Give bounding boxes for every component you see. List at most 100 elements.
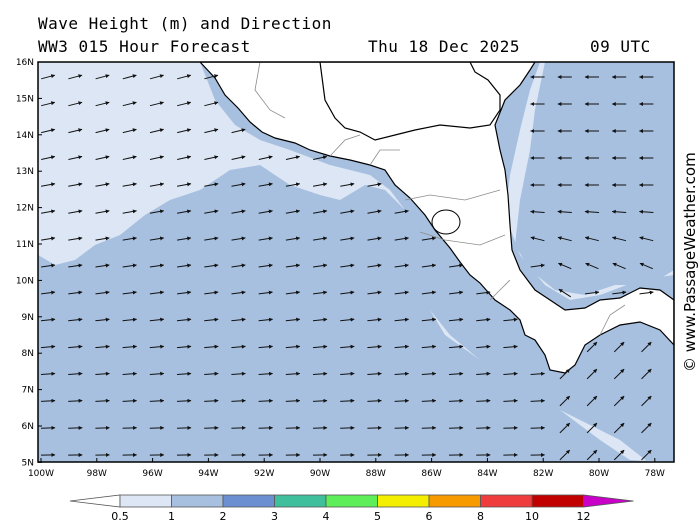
wave-arrow (367, 290, 382, 295)
wave-arrow (421, 317, 437, 322)
wave-arrow (149, 182, 165, 187)
wave-arrow (68, 290, 83, 295)
wave-arrow (176, 398, 192, 403)
wave-arrow (68, 317, 83, 322)
wave-arrow (530, 398, 545, 403)
wave-arrow (394, 371, 409, 376)
wave-arrow (313, 182, 328, 187)
wave-arrow (586, 395, 598, 407)
legend-high-cap (583, 494, 634, 508)
wave-arrow (613, 341, 625, 353)
wave-arrow (177, 74, 192, 80)
map-title: Wave Height (m) and Direction (38, 14, 332, 33)
legend-low-cap (69, 494, 121, 508)
wave-arrow (177, 236, 192, 241)
wave-arrow (231, 317, 246, 322)
wave-arrow (149, 317, 165, 322)
wave-arrow (204, 263, 219, 268)
wave-arrow (313, 263, 328, 268)
wave-arrow (149, 155, 164, 160)
wave-arrow (313, 155, 328, 160)
legend-label: 8 (477, 510, 484, 523)
watermark: © www.PassageWeather.com (681, 152, 699, 372)
wave-arrow (559, 449, 571, 461)
wave-arrow (559, 395, 571, 407)
lon-label: 84W (477, 469, 497, 479)
wave-arrow (394, 290, 409, 295)
wave-arrow (639, 209, 654, 214)
wave-arrow (312, 317, 328, 322)
wave-arrow (95, 290, 110, 295)
wave-arrow (367, 236, 382, 241)
wave-arrow (559, 422, 571, 434)
wave-arrow (558, 288, 571, 298)
wave-arrow (394, 209, 409, 214)
wave-arrow (122, 344, 137, 349)
lon-label: 96W (142, 469, 162, 479)
wave-arrow (612, 262, 626, 270)
wave-arrow (367, 263, 382, 268)
wave-arrow (503, 398, 518, 403)
wave-arrow (68, 371, 83, 376)
wave-arrow (613, 395, 625, 407)
wave-arrow (122, 371, 137, 376)
wave-arrow (612, 290, 627, 295)
wave-arrow (231, 182, 246, 187)
lat-label: 7N (22, 386, 34, 396)
wave-arrow (41, 209, 56, 214)
wave-arrow (176, 344, 192, 349)
wave-arrow (557, 236, 572, 242)
wave-arrow (149, 236, 165, 241)
wave-arrow (258, 371, 273, 376)
wave-arrow (340, 344, 355, 349)
wave-arrow (122, 398, 137, 403)
wave-arrow (285, 236, 301, 241)
wave-arrow (40, 344, 56, 349)
wave-arrow (313, 290, 328, 295)
wave-arrow (285, 263, 301, 268)
wave-arrow (476, 290, 491, 295)
wave-arrow (340, 209, 355, 214)
wave-arrow (558, 262, 572, 270)
legend-swatch (428, 494, 481, 508)
wave-arrow (68, 209, 83, 214)
wave-arrow (204, 236, 219, 241)
wave-arrow (557, 209, 572, 214)
wave-arrow (122, 101, 137, 107)
wave-arrow (503, 317, 518, 322)
wave-arrow (41, 290, 56, 295)
wave-arrow (313, 209, 328, 214)
legend-label: 3 (271, 510, 278, 523)
wave-arrow (639, 290, 654, 295)
wave-arrow (41, 182, 56, 187)
wave-arrow (177, 263, 192, 268)
wave-arrow (176, 371, 192, 376)
wave-arrow (41, 236, 56, 241)
wave-arrow (641, 341, 652, 353)
wave-arrow (204, 128, 219, 134)
wave-arrow (285, 290, 301, 295)
wave-arrow (95, 101, 110, 107)
wave-arrow (95, 155, 110, 160)
wave-arrow (177, 209, 192, 214)
wave-arrow (177, 128, 192, 134)
wave-arrow (40, 317, 56, 322)
wave-arrow (313, 236, 328, 241)
wave-arrow (122, 128, 137, 134)
wave-arrow (122, 317, 137, 322)
legend-swatch (274, 494, 327, 508)
wave-arrow (231, 155, 246, 160)
forecast-label: WW3 015 Hour Forecast (38, 37, 251, 56)
wave-arrow (258, 209, 273, 214)
lat-label: 15N (16, 94, 34, 104)
wave-arrow (40, 371, 56, 376)
land-yucatan (319, 62, 501, 141)
wave-arrow (449, 263, 464, 268)
lat-label: 11N (16, 240, 34, 250)
wave-arrow (285, 344, 301, 349)
wave-arrow (68, 74, 83, 80)
wave-arrow (285, 398, 301, 403)
wave-arrow (421, 398, 437, 403)
wave-arrow (641, 368, 652, 380)
